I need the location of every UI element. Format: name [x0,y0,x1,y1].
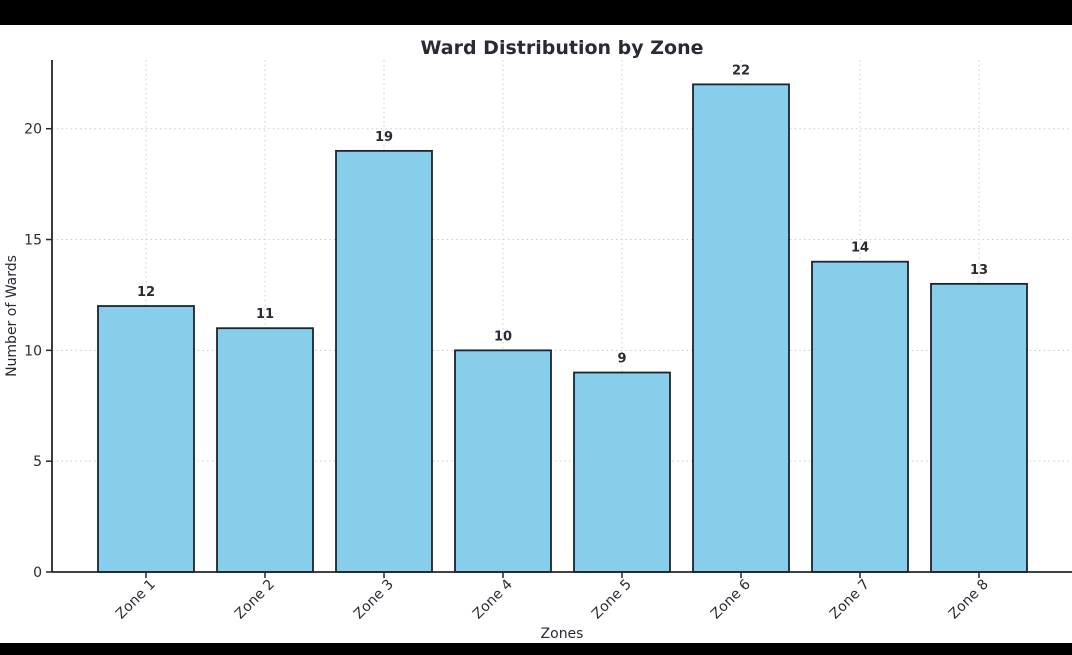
x-tick-label: Zone 6 [708,576,754,622]
y-tick-label: 10 [24,343,42,359]
bar-zone-1 [97,305,195,573]
chart-title: Ward Distribution by Zone [420,37,703,59]
y-tick-label: 20 [24,122,42,138]
bar-value-label: 12 [137,285,155,300]
bar-chart: 12 11 19 10 9 22 14 13 0 5 10 15 20 Zone 1 Zone 2 Zone … [4,37,1072,642]
bar-value-label: 14 [851,241,869,256]
x-tick-label: Zone 1 [113,577,159,623]
bar-value-label: 19 [375,130,393,145]
letterbox-bottom [0,643,1072,655]
x-tick-label: Zone 7 [827,577,873,623]
y-tick-label: 0 [33,565,42,581]
x-tick-label: Zone 4 [470,576,516,622]
chart-figure: 12 11 19 10 9 22 14 13 0 5 10 15 20 Zone 1 Zone 2 Zone … [0,25,1072,643]
x-tick-label: Zone 5 [589,577,635,623]
bar-value-label: 22 [732,63,750,78]
bar-zone-5 [573,371,671,573]
letterbox-top [0,0,1072,25]
x-axis-label: Zones [541,626,584,642]
bar-zone-3 [335,149,433,573]
bar-zone-7 [811,260,909,573]
x-tick-label: Zone 3 [351,577,397,623]
bar-zone-2 [216,327,314,573]
bar-zone-8 [930,282,1028,573]
bar-zone-6 [692,83,790,573]
x-tick-label: Zone 2 [232,577,278,623]
bar-value-label: 13 [970,263,988,278]
x-tick-label: Zone 8 [946,577,992,623]
bar-zone-4 [454,349,552,573]
bar-value-label: 11 [256,307,274,322]
y-tick-label: 5 [33,454,42,470]
y-axis-label: Number of Wards [4,255,20,377]
bar-value-label: 9 [617,352,626,367]
bar-value-label: 10 [494,329,512,344]
y-tick-label: 15 [24,233,42,249]
